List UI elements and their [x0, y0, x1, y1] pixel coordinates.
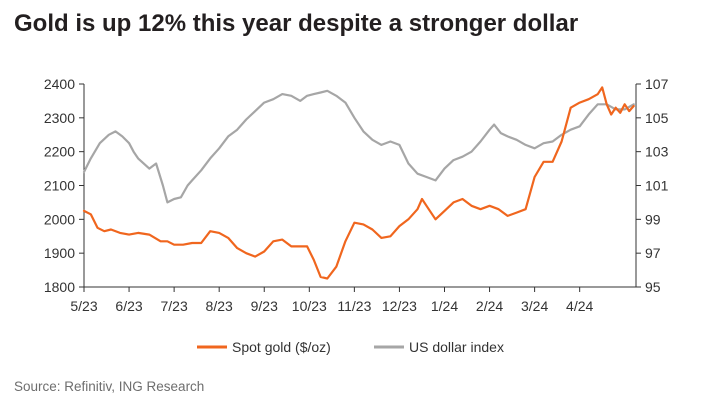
y-right-tick-label: 95: [645, 279, 661, 295]
x-tick-label: 11/23: [337, 298, 371, 314]
y-left-tick-label: 2100: [44, 178, 75, 194]
x-tick-label: 5/23: [70, 298, 97, 314]
y-right-tick-label: 107: [645, 76, 669, 92]
y-left-tick-label: 1800: [44, 279, 75, 295]
legend-label: US dollar index: [409, 339, 504, 355]
y-right-tick-label: 103: [645, 144, 669, 160]
x-tick-label: 1/24: [431, 298, 458, 314]
x-tick-label: 2/24: [476, 298, 503, 314]
y-right-tick-label: 101: [645, 178, 669, 194]
series-layer: [82, 86, 635, 280]
legend-item-spot-gold: Spot gold ($/oz): [197, 339, 331, 355]
x-tick-label: 6/23: [115, 298, 142, 314]
legend-item-us-dollar-index: US dollar index: [374, 339, 504, 355]
y-right-tick-label: 97: [645, 245, 661, 261]
y-left-tick-label: 1900: [44, 245, 75, 261]
y-left-tick-label: 2200: [44, 144, 75, 160]
y-right-tick-label: 105: [645, 110, 669, 126]
x-tick-label: 12/23: [382, 298, 417, 314]
x-tick-label: 10/23: [292, 298, 327, 314]
y-left-tick-label: 2000: [44, 211, 75, 227]
series-line-us-dollar-index: [82, 89, 635, 204]
chart-title: Gold is up 12% this year despite a stron…: [14, 10, 579, 37]
x-axis-ticks: 5/23 6/23 7/23 8/23 9/23 10/23 11/23 12/23 1/24 2…: [70, 287, 594, 314]
y-right-axis-ticks: 95 97 99 101 103 105 107: [636, 76, 669, 295]
y-left-tick-label: 2400: [44, 76, 75, 92]
x-tick-label: 3/24: [521, 298, 548, 314]
x-tick-label: 4/24: [566, 298, 593, 314]
y-left-axis-ticks: 1800 1900 2000 2100 2200 2300 2400: [44, 76, 84, 295]
x-tick-label: 9/23: [251, 298, 278, 314]
series-line-spot-gold: [82, 86, 635, 280]
source-note: Source: Refinitiv, ING Research: [14, 379, 205, 394]
x-tick-label: 7/23: [160, 298, 187, 314]
y-right-tick-label: 99: [645, 211, 661, 227]
x-tick-label: 8/23: [206, 298, 233, 314]
legend-label: Spot gold ($/oz): [232, 339, 331, 355]
legend: Spot gold ($/oz) US dollar index: [197, 339, 504, 355]
y-left-tick-label: 2300: [44, 110, 75, 126]
